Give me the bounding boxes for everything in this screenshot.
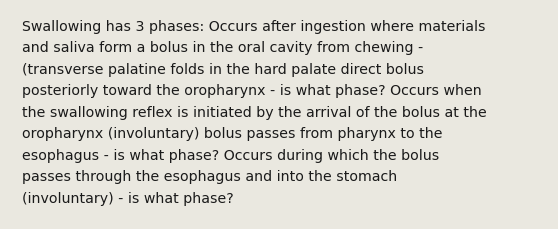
Text: (transverse palatine folds in the hard palate direct bolus: (transverse palatine folds in the hard p…	[22, 63, 424, 77]
Text: the swallowing reflex is initiated by the arrival of the bolus at the: the swallowing reflex is initiated by th…	[22, 106, 487, 120]
Text: posteriorly toward the oropharynx - is what phase? Occurs when: posteriorly toward the oropharynx - is w…	[22, 84, 482, 98]
Text: passes through the esophagus and into the stomach: passes through the esophagus and into th…	[22, 170, 397, 184]
Text: and saliva form a bolus in the oral cavity from chewing -: and saliva form a bolus in the oral cavi…	[22, 41, 424, 55]
Text: Swallowing has 3 phases: Occurs after ingestion where materials: Swallowing has 3 phases: Occurs after in…	[22, 20, 485, 34]
Text: (involuntary) - is what phase?: (involuntary) - is what phase?	[22, 191, 234, 205]
Text: oropharynx (involuntary) bolus passes from pharynx to the: oropharynx (involuntary) bolus passes fr…	[22, 127, 442, 141]
Text: esophagus - is what phase? Occurs during which the bolus: esophagus - is what phase? Occurs during…	[22, 148, 439, 162]
